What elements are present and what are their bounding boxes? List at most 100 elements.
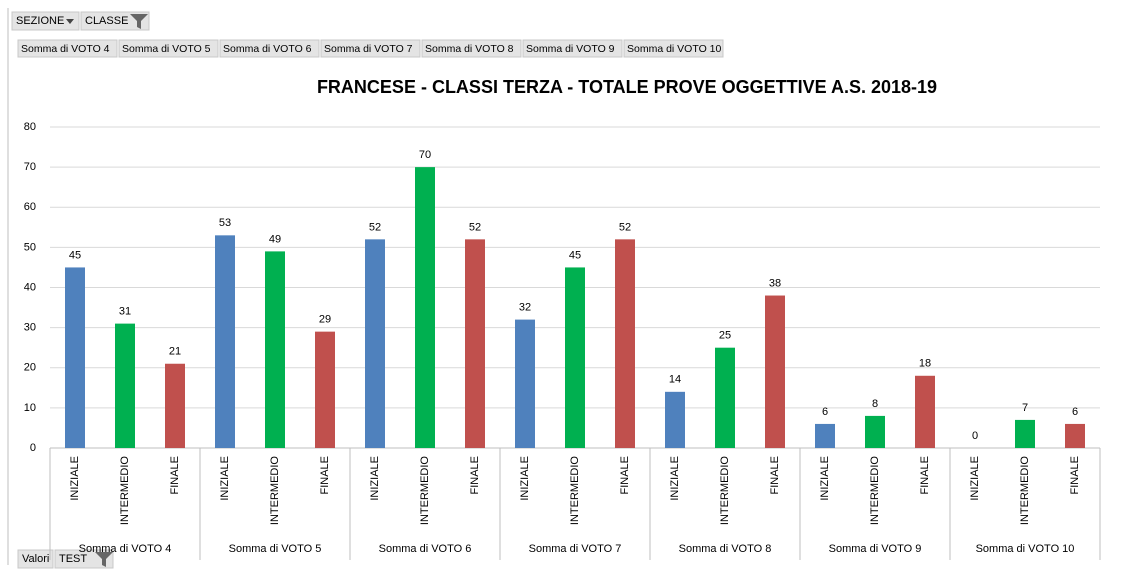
x-group-label: Somma di VOTO 5 (229, 543, 322, 555)
y-tick-label: 70 (24, 161, 36, 173)
bar (315, 331, 335, 448)
bar (115, 323, 135, 448)
filter-button[interactable] (11, 11, 80, 31)
legend-label: Somma di VOTO 6 (223, 43, 312, 55)
x-tick-label: FINALE (319, 456, 331, 495)
value-label: 45 (69, 249, 81, 261)
legend-button[interactable] (522, 39, 623, 58)
bar (1065, 423, 1085, 448)
x-tick-label: FINALE (469, 456, 481, 495)
bar (165, 363, 185, 448)
filter-label: CLASSE (85, 15, 128, 27)
bar (465, 239, 485, 448)
x-tick-label: FINALE (1069, 456, 1081, 495)
x-tick-label: INIZIALE (969, 456, 981, 501)
bar (815, 423, 835, 448)
x-tick-label: INTERMEDIO (869, 456, 881, 526)
legend-button[interactable] (219, 39, 320, 58)
y-tick-label: 10 (24, 402, 36, 414)
value-label: 38 (769, 277, 781, 289)
legend-button[interactable] (118, 39, 219, 58)
x-tick-label: INTERMEDIO (1019, 456, 1031, 526)
bar (415, 167, 435, 448)
bar (765, 295, 785, 448)
value-label: 6 (1072, 406, 1078, 418)
legend-button[interactable] (421, 39, 522, 58)
y-tick-label: 60 (24, 201, 36, 213)
value-label: 52 (619, 221, 631, 233)
x-tick-label: FINALE (169, 456, 181, 495)
x-tick-label: INIZIALE (369, 456, 381, 501)
y-tick-label: 30 (24, 322, 36, 334)
value-label: 25 (719, 330, 731, 342)
value-label: 49 (269, 233, 281, 245)
x-group-label: Somma di VOTO 8 (679, 543, 772, 555)
x-tick-label: INIZIALE (69, 456, 81, 501)
value-label: 14 (669, 374, 681, 386)
legend-label: Somma di VOTO 10 (627, 43, 722, 55)
bar (865, 415, 885, 448)
bar (265, 251, 285, 448)
filter-label: SEZIONE (16, 15, 64, 27)
value-label: 7 (1022, 402, 1028, 414)
y-tick-label: 40 (24, 281, 36, 293)
chart-title: FRANCESE - CLASSI TERZA - TOTALE PROVE O… (317, 77, 937, 97)
values-label: Valori (22, 553, 49, 565)
legend-button[interactable] (320, 39, 421, 58)
x-group-label: Somma di VOTO 9 (829, 543, 922, 555)
bar (915, 375, 935, 448)
value-label: 29 (319, 314, 331, 326)
value-label: 45 (569, 249, 581, 261)
value-label: 18 (919, 358, 931, 370)
bar (715, 347, 735, 448)
value-label: 21 (169, 346, 181, 358)
y-tick-label: 20 (24, 362, 36, 374)
x-tick-label: FINALE (769, 456, 781, 495)
x-group-label: Somma di VOTO 7 (529, 543, 622, 555)
x-tick-label: FINALE (919, 456, 931, 495)
legend-label: Somma di VOTO 9 (526, 43, 615, 55)
x-tick-label: INTERMEDIO (269, 456, 281, 526)
x-tick-label: INIZIALE (519, 456, 531, 501)
x-group-label: Somma di VOTO 4 (79, 543, 172, 555)
legend-button[interactable] (17, 39, 118, 58)
x-tick-label: INTERMEDIO (719, 456, 731, 526)
value-label: 31 (119, 306, 131, 318)
x-tick-label: INIZIALE (819, 456, 831, 501)
x-group-label: Somma di VOTO 6 (379, 543, 472, 555)
bar (215, 235, 235, 448)
value-label: 0 (972, 430, 978, 442)
filter-button[interactable] (80, 11, 150, 31)
values-button[interactable] (17, 549, 54, 569)
value-label: 53 (219, 217, 231, 229)
y-tick-label: 0 (30, 442, 36, 454)
y-tick-label: 50 (24, 241, 36, 253)
row-label: TEST (59, 553, 87, 565)
legend-button[interactable] (623, 39, 724, 58)
value-label: 70 (419, 149, 431, 161)
x-tick-label: INTERMEDIO (569, 456, 581, 526)
legend-label: Somma di VOTO 5 (122, 43, 211, 55)
x-tick-label: INTERMEDIO (419, 456, 431, 526)
x-tick-label: INIZIALE (219, 456, 231, 501)
bar (65, 267, 85, 448)
bar (665, 391, 685, 448)
bar (615, 239, 635, 448)
x-tick-label: INTERMEDIO (119, 456, 131, 526)
bar (515, 319, 535, 448)
value-label: 6 (822, 406, 828, 418)
legend-label: Somma di VOTO 4 (21, 43, 110, 55)
value-label: 52 (369, 221, 381, 233)
value-label: 52 (469, 221, 481, 233)
bar (1015, 419, 1035, 448)
bar (565, 267, 585, 448)
filter-icon (130, 14, 148, 29)
x-tick-label: INIZIALE (669, 456, 681, 501)
value-label: 32 (519, 302, 531, 314)
x-tick-label: FINALE (619, 456, 631, 495)
legend-label: Somma di VOTO 8 (425, 43, 514, 55)
dropdown-icon (66, 19, 74, 24)
x-group-label: Somma di VOTO 10 (976, 543, 1075, 555)
bar (365, 239, 385, 448)
